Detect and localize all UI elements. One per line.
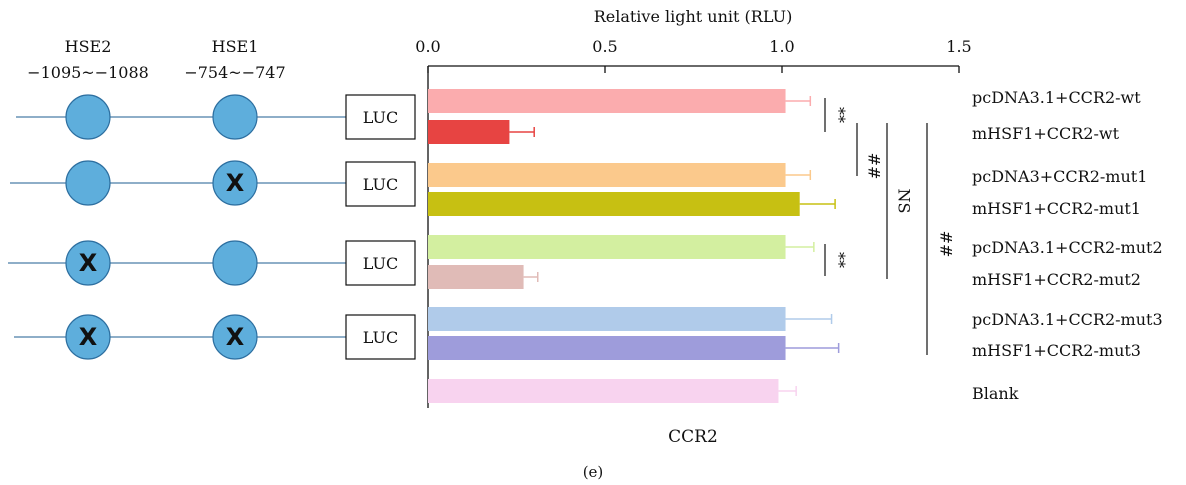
- bar: [428, 89, 786, 113]
- luc-label: LUC: [363, 108, 398, 127]
- category-label: pcDNA3.1+CCR2-mut2: [972, 238, 1163, 257]
- category-label: pcDNA3.1+CCR2-mut3: [972, 310, 1163, 329]
- construct-2: X LUC: [10, 160, 416, 207]
- panel-label: (e): [583, 463, 604, 481]
- chart-title: Relative light unit (RLU): [594, 7, 793, 26]
- bar: [428, 192, 800, 216]
- hse1-range: −754~−747: [184, 63, 285, 82]
- mutation-x-icon: X: [79, 249, 98, 277]
- bar: [428, 235, 786, 259]
- bar: [428, 163, 786, 187]
- category-label: mHSF1+CCR2-mut2: [972, 270, 1141, 289]
- hse1-mutated-site-icon: [212, 160, 258, 206]
- luc-box: [345, 240, 416, 286]
- hse2-mutated-site-icon: [65, 314, 111, 360]
- bar: [428, 120, 510, 144]
- construct-4: X X LUC: [14, 314, 416, 360]
- hse2-label: HSE2: [65, 37, 112, 56]
- category-label: mHSF1+CCR2-mut1: [972, 199, 1141, 218]
- significance-label: **: [830, 107, 849, 123]
- bar: [428, 307, 786, 331]
- mutation-x-icon: X: [226, 169, 245, 197]
- category-label: mHSF1+CCR2-wt: [972, 124, 1120, 143]
- x-tick-label: 0.5: [592, 37, 617, 56]
- hse2-site-icon: [65, 160, 111, 206]
- significance-label: ##: [865, 153, 884, 180]
- hse1-label: HSE1: [212, 37, 259, 56]
- category-label: Blank: [972, 384, 1019, 403]
- hse1-site-icon: [212, 94, 258, 140]
- hse2-mutated-site-icon: [65, 240, 111, 286]
- construct-3: X LUC: [8, 240, 416, 286]
- x-tick-label: 1.5: [946, 37, 971, 56]
- category-labels: pcDNA3.1+CCR2-wt mHSF1+CCR2-wt pcDNA3+CCR2…: [972, 88, 1163, 403]
- category-label: pcDNA3+CCR2-mut1: [972, 167, 1147, 186]
- category-label: pcDNA3.1+CCR2-wt: [972, 88, 1141, 107]
- significance-label: ##: [937, 231, 956, 258]
- x-tick-label: 1.0: [769, 37, 794, 56]
- hse2-site-icon: [65, 94, 111, 140]
- bars-group: [428, 89, 840, 403]
- hse1-site-icon: [212, 240, 258, 286]
- significance-label: **: [830, 252, 849, 268]
- luc-box: [345, 94, 416, 140]
- luc-box: [345, 314, 416, 360]
- significance-brackets: ** ## NS ## **: [824, 98, 956, 355]
- significance-label: NS: [895, 189, 914, 214]
- mutation-x-icon: X: [79, 323, 98, 351]
- bar: [428, 379, 779, 403]
- schematic-header: HSE2 −1095~−1088 HSE1 −754~−747: [27, 37, 285, 82]
- bar: [428, 265, 524, 289]
- x-axis-label: CCR2: [668, 427, 718, 447]
- luc-label: LUC: [363, 175, 398, 194]
- category-label: mHSF1+CCR2-mut3: [972, 341, 1141, 360]
- bar: [428, 336, 786, 360]
- x-tick-label: 0.0: [415, 37, 440, 56]
- luc-label: LUC: [363, 328, 398, 347]
- hse1-mutated-site-icon: [212, 314, 258, 360]
- construct-1: LUC: [16, 94, 416, 140]
- mutation-x-icon: X: [226, 323, 245, 351]
- hse2-range: −1095~−1088: [27, 63, 149, 82]
- luc-label: LUC: [363, 254, 398, 273]
- luc-box: [345, 161, 416, 207]
